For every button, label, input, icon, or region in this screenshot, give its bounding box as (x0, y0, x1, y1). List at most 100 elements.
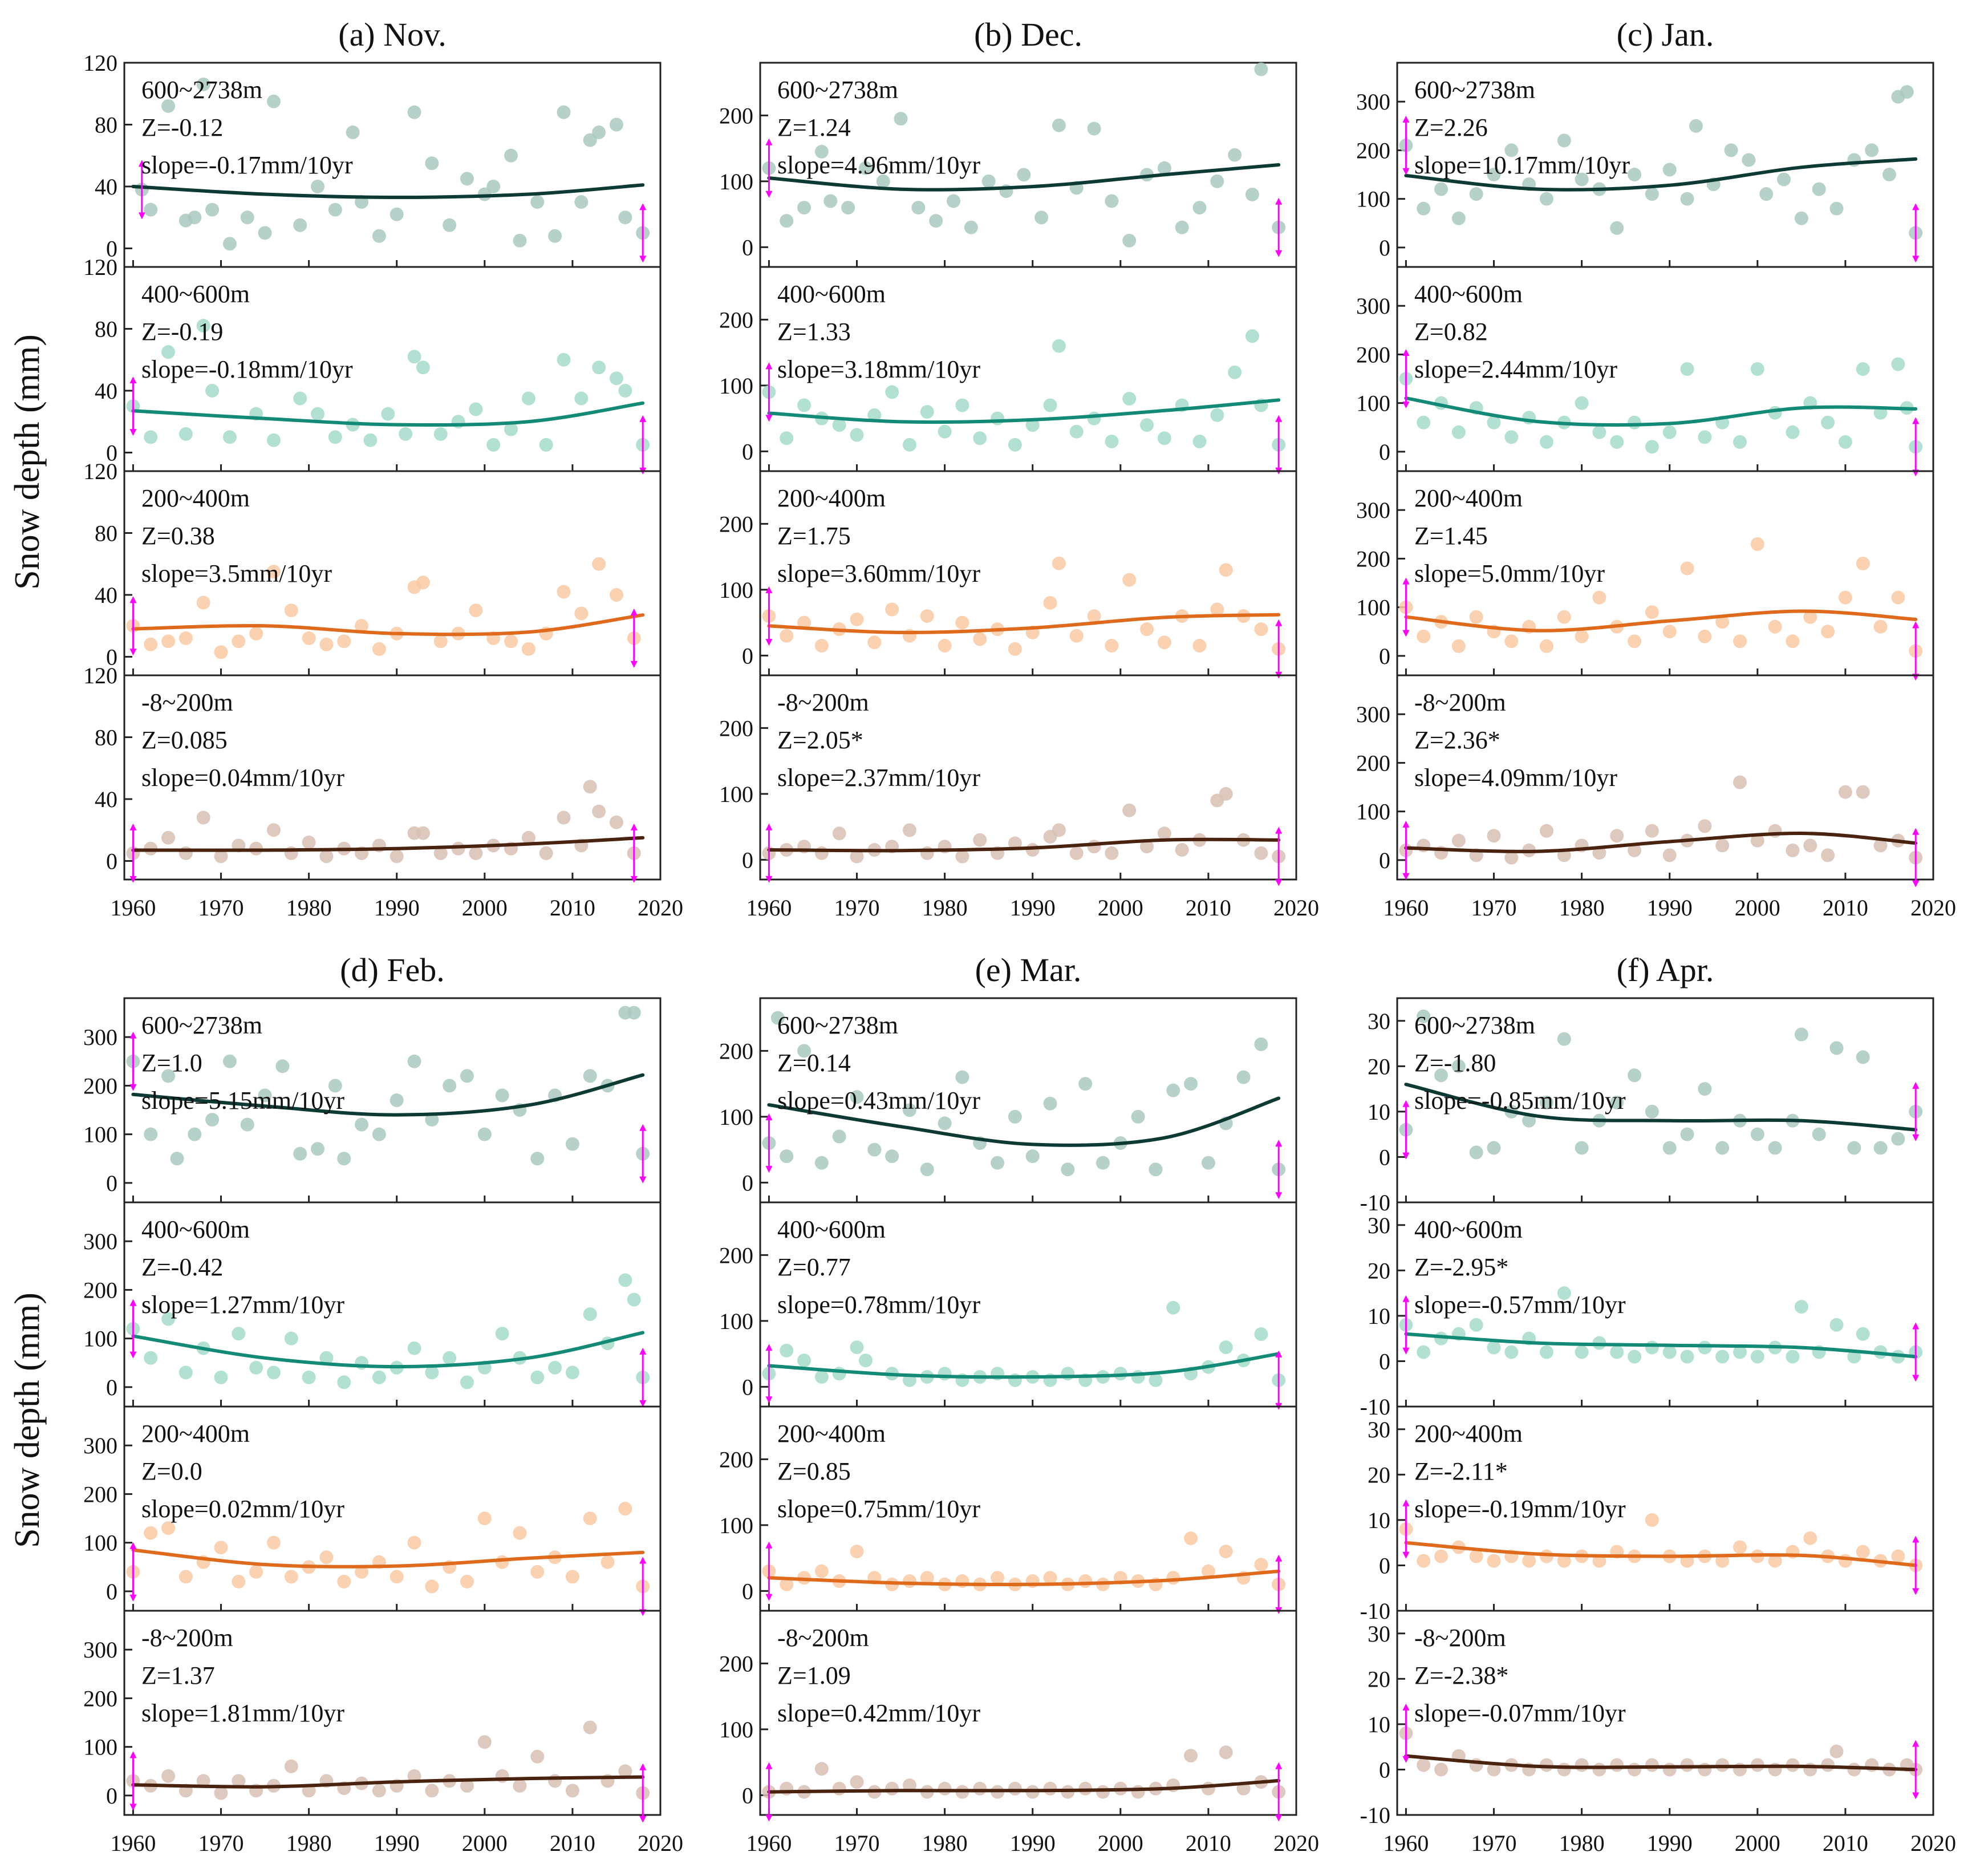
data-point (973, 833, 987, 847)
y-tick-label: 20 (1368, 1258, 1390, 1283)
data-point (416, 360, 430, 375)
data-point (920, 609, 934, 623)
y-tick-label: 0 (106, 1375, 117, 1400)
range-marker-arrow-down (765, 1814, 773, 1822)
data-point (521, 642, 535, 656)
data-point (460, 1069, 474, 1083)
data-point (249, 1565, 263, 1579)
data-point (372, 1784, 386, 1798)
elevation-label: 400~600m (777, 280, 886, 308)
trend-line (767, 613, 1281, 634)
data-point (1900, 85, 1914, 99)
data-point (205, 1113, 220, 1127)
y-tick-label: 0 (106, 1170, 117, 1196)
y-tick-label: -10 (1360, 1190, 1390, 1215)
data-point (1557, 1554, 1571, 1568)
data-point (1628, 634, 1642, 649)
elevation-label: -8~200m (141, 688, 233, 716)
data-point (1759, 187, 1774, 201)
band-4: 0 100 200 300 -8~200m Z=2.36* slope=4.09mm/10y… (1356, 674, 1934, 888)
data-point (947, 194, 961, 208)
data-point (495, 1088, 509, 1103)
data-point (1469, 1549, 1483, 1563)
z-statistic: Z=1.0 (141, 1049, 202, 1077)
range-marker-arrow-down (765, 191, 773, 198)
slope-label: slope=0.75mm/10yr (777, 1495, 980, 1523)
data-point (1786, 634, 1800, 649)
data-point (1628, 415, 1642, 429)
data-point (1025, 1149, 1040, 1164)
data-point (1610, 829, 1624, 843)
data-point (521, 830, 535, 845)
data-point (1847, 1350, 1861, 1364)
data-point (1662, 625, 1677, 639)
data-point (1417, 1345, 1431, 1359)
x-tick-label: 1970 (198, 1830, 244, 1856)
data-point (1166, 1571, 1180, 1585)
data-point (266, 823, 281, 837)
data-point (328, 1079, 342, 1093)
data-point (797, 1044, 812, 1058)
slope-label: slope=0.02mm/10yr (141, 1495, 344, 1523)
elevation-label: 400~600m (1414, 280, 1523, 308)
data-point (1096, 1156, 1110, 1170)
y-tick-label: 80 (95, 724, 117, 750)
data-point (1434, 1762, 1449, 1777)
y-tick-label: 100 (1356, 799, 1390, 825)
data-point (1645, 605, 1659, 619)
range-marker-arrow-up (1275, 1350, 1283, 1358)
data-point (1487, 1762, 1501, 1777)
data-point (583, 1512, 597, 1526)
data-point (1698, 430, 1712, 444)
x-tick-label: 1960 (746, 895, 792, 921)
data-point (955, 615, 969, 630)
x-tick-label: 2020 (1910, 1830, 1956, 1856)
data-point (161, 1069, 176, 1083)
band-3: 0 100 200 200~400m Z=1.75 slope=3.60mm/10yr (719, 470, 1297, 679)
data-point (258, 1088, 272, 1103)
data-point (1210, 408, 1224, 422)
data-point (1662, 425, 1677, 439)
data-point (319, 1351, 334, 1365)
data-point (627, 1006, 641, 1020)
y-tick-label: 300 (83, 1229, 117, 1254)
data-point (266, 94, 281, 108)
y-tick-label: 100 (719, 781, 753, 807)
data-point (293, 391, 307, 406)
y-tick-label: 10 (1368, 1712, 1390, 1737)
x-tick-label: 1980 (1559, 1830, 1605, 1856)
data-point (1891, 357, 1905, 371)
x-tick-label: 2020 (1910, 895, 1956, 921)
data-point (858, 161, 873, 175)
x-tick-label: 1980 (922, 1830, 968, 1856)
data-point (355, 1117, 369, 1132)
range-marker-arrow-down (1912, 1375, 1920, 1382)
z-statistic: Z=0.82 (1414, 318, 1488, 346)
data-point (1061, 1162, 1075, 1177)
subplot-frame (1396, 1610, 1934, 1816)
data-point (938, 424, 952, 439)
data-point (1829, 1318, 1844, 1332)
data-point (1575, 629, 1589, 643)
data-point (504, 148, 518, 163)
data-point (407, 1769, 421, 1783)
y-tick-label: 300 (83, 1637, 117, 1663)
data-point (911, 201, 926, 215)
data-point (1417, 629, 1431, 643)
data-point (583, 780, 597, 794)
data-point (1680, 561, 1694, 576)
range-marker-arrow-up (1912, 1535, 1920, 1543)
data-point (1140, 622, 1154, 637)
range-marker-arrow-up (1912, 203, 1920, 210)
y-tick-label: 0 (106, 440, 117, 465)
data-point (266, 1535, 281, 1550)
data-point (938, 1367, 952, 1381)
data-point (266, 433, 281, 447)
data-point (302, 1370, 316, 1384)
data-point (144, 637, 158, 651)
data-point (1891, 590, 1905, 605)
data-point (1105, 846, 1119, 860)
data-point (495, 1555, 509, 1569)
data-point (407, 105, 421, 119)
data-point (1865, 143, 1879, 157)
